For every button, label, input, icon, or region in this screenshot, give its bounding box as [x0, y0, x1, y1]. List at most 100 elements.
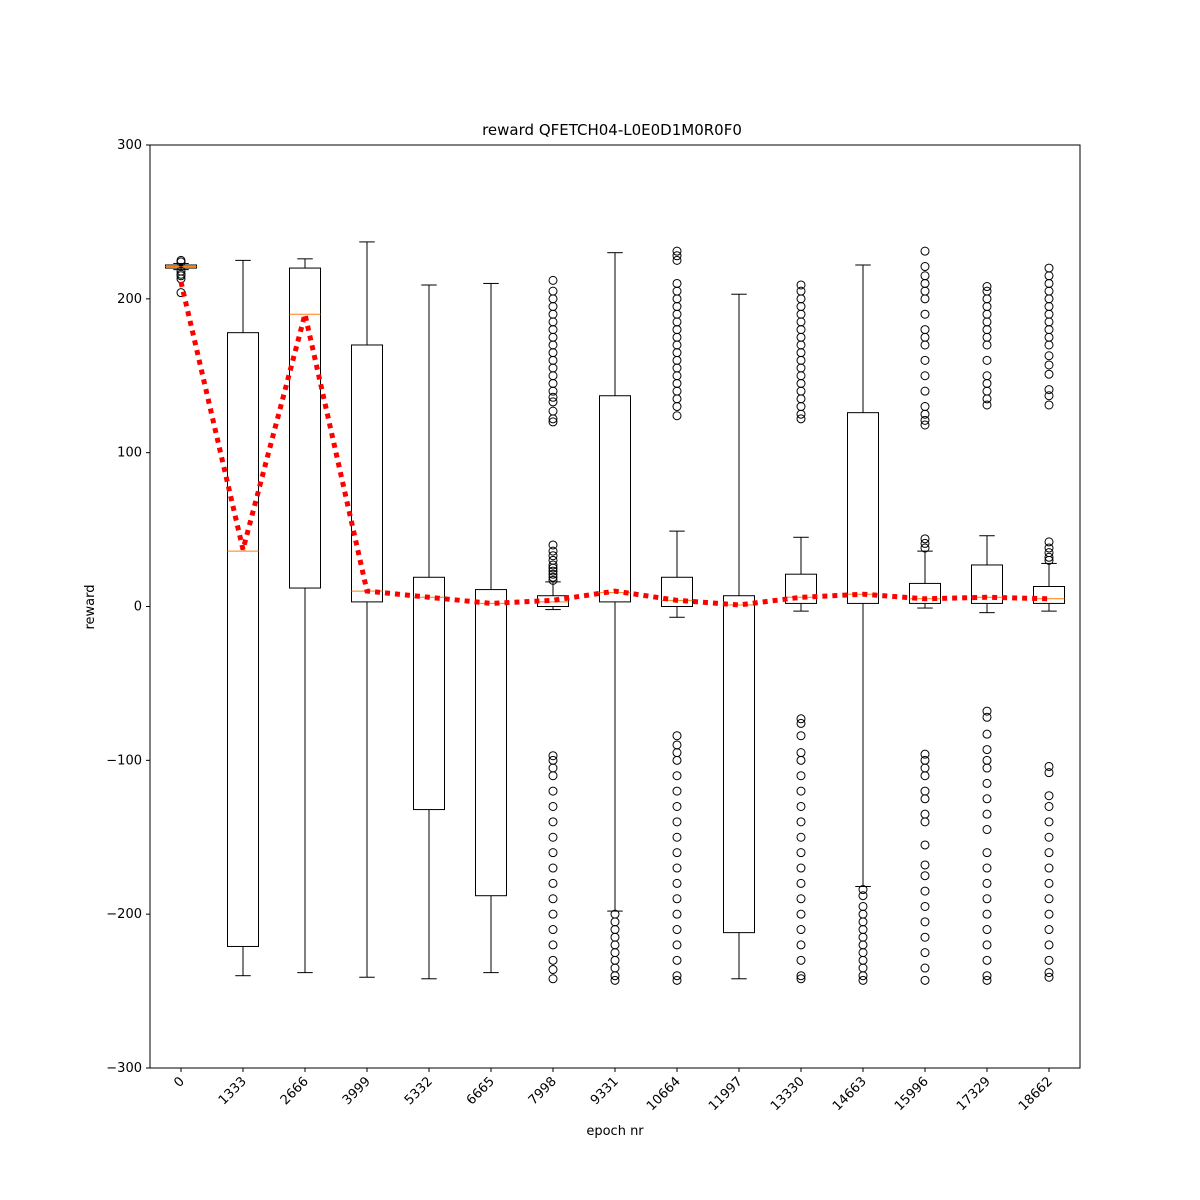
outlier — [1044, 400, 1054, 410]
box — [289, 267, 321, 589]
outlier — [1044, 832, 1054, 842]
outlier — [548, 340, 558, 350]
outlier — [672, 955, 682, 965]
outlier — [920, 415, 930, 425]
outlier — [982, 763, 992, 773]
outlier — [796, 414, 806, 424]
outlier — [548, 363, 558, 373]
outlier — [982, 975, 992, 985]
outlier — [858, 891, 868, 901]
outlier — [982, 825, 992, 835]
outlier — [920, 763, 930, 773]
outlier — [672, 371, 682, 381]
outlier — [548, 572, 558, 582]
outlier — [610, 940, 620, 950]
outlier — [548, 974, 558, 984]
outlier — [982, 925, 992, 935]
box — [785, 573, 817, 604]
outlier — [920, 286, 930, 296]
outlier — [548, 763, 558, 773]
outlier — [920, 534, 930, 544]
outlier — [672, 355, 682, 365]
outlier — [982, 394, 992, 404]
outlier — [548, 965, 558, 975]
outlier — [672, 971, 682, 981]
outlier — [796, 409, 806, 419]
outlier — [672, 411, 682, 421]
outlier — [672, 878, 682, 888]
outlier — [1044, 768, 1054, 778]
outlier — [1044, 369, 1054, 379]
outlier — [920, 975, 930, 985]
outlier — [796, 402, 806, 412]
x-axis-label: epoch nr — [586, 1124, 644, 1139]
outlier — [672, 386, 682, 396]
x-tick-label: 10664 — [644, 1074, 684, 1114]
outlier — [796, 332, 806, 342]
outlier — [796, 909, 806, 919]
x-tick-label: 11997 — [706, 1074, 746, 1114]
outlier — [1044, 863, 1054, 873]
outlier — [672, 294, 682, 304]
outlier — [796, 348, 806, 358]
outlier — [982, 729, 992, 739]
outlier — [672, 332, 682, 342]
outlier — [548, 378, 558, 388]
outlier — [796, 325, 806, 335]
box — [599, 395, 631, 603]
outlier — [920, 355, 930, 365]
outlier — [1044, 271, 1054, 281]
outlier — [920, 840, 930, 850]
box — [537, 595, 569, 608]
outlier — [858, 940, 868, 950]
outlier — [920, 246, 930, 256]
outlier — [982, 971, 992, 981]
outlier — [548, 848, 558, 858]
outlier — [920, 386, 930, 396]
outlier — [548, 817, 558, 827]
outlier — [1044, 351, 1054, 361]
outlier — [858, 909, 868, 919]
outlier — [672, 940, 682, 950]
outlier — [548, 355, 558, 365]
outlier — [858, 948, 868, 958]
outlier — [672, 786, 682, 796]
y-tick-label: −300 — [106, 1061, 142, 1076]
outlier — [1044, 925, 1054, 935]
outlier — [1044, 294, 1054, 304]
outlier — [672, 832, 682, 842]
outlier — [796, 925, 806, 935]
y-tick-label: 100 — [117, 446, 142, 461]
outlier — [1044, 791, 1054, 801]
outlier — [610, 975, 620, 985]
outlier — [548, 348, 558, 358]
outlier — [982, 878, 992, 888]
outlier — [982, 809, 992, 819]
outlier — [982, 940, 992, 950]
outlier — [548, 751, 558, 761]
outlier — [176, 257, 186, 267]
outlier — [982, 282, 992, 292]
outlier — [796, 971, 806, 981]
outlier — [548, 771, 558, 781]
outlier — [920, 794, 930, 804]
x-tick-label: 3999 — [340, 1074, 374, 1108]
outlier — [548, 325, 558, 335]
box — [847, 412, 879, 604]
outlier — [1044, 332, 1054, 342]
outlier — [548, 955, 558, 965]
outlier — [672, 801, 682, 811]
outlier — [982, 294, 992, 304]
outlier — [920, 332, 930, 342]
outlier — [796, 378, 806, 388]
outlier — [672, 251, 682, 261]
box — [351, 344, 383, 603]
x-tick-label: 15996 — [892, 1074, 932, 1114]
outlier — [672, 348, 682, 358]
outlier — [610, 963, 620, 973]
outlier — [1044, 537, 1054, 547]
outlier — [858, 971, 868, 981]
outlier — [796, 801, 806, 811]
outlier — [672, 731, 682, 741]
outlier — [920, 786, 930, 796]
